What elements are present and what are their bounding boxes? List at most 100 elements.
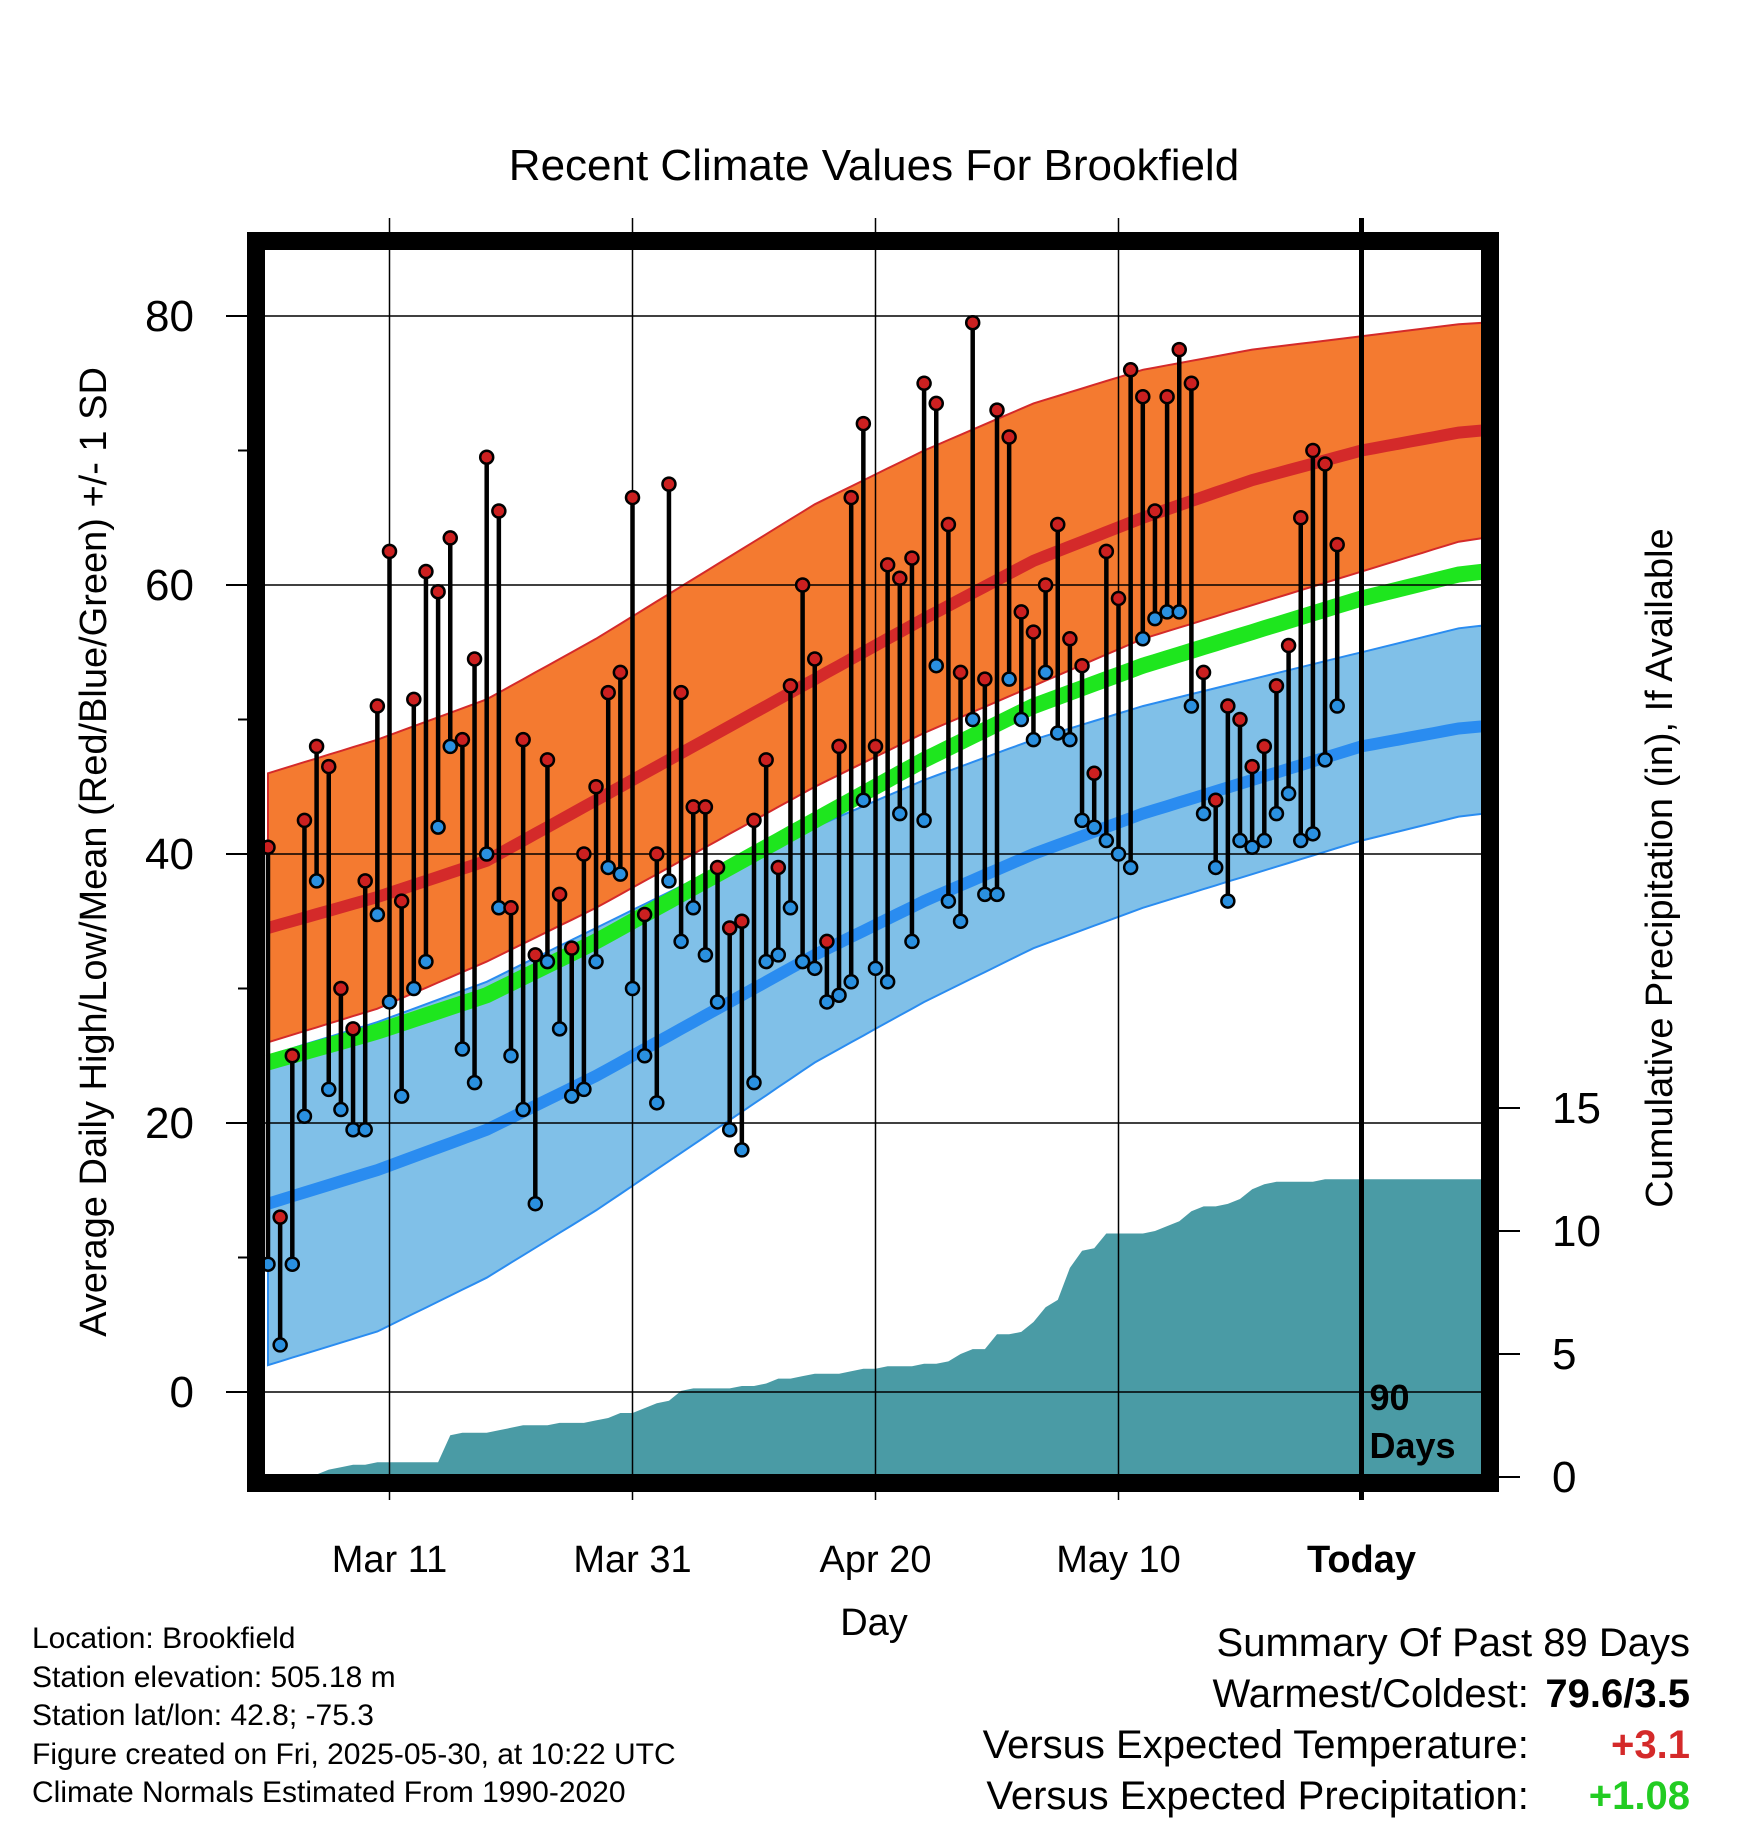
low-point: [430, 819, 446, 835]
low-point: [867, 960, 884, 977]
high-point: [442, 530, 458, 546]
high-point: [1207, 792, 1224, 808]
x-tick-label: Today: [1307, 1539, 1416, 1581]
y2-tick-label: 0: [1552, 1453, 1576, 1502]
high-point: [1050, 516, 1066, 533]
y2-tick-label: 15: [1552, 1084, 1601, 1133]
low-point: [879, 974, 896, 990]
low-point: [892, 805, 908, 822]
normal-low-line: [266, 720, 1485, 1210]
low-point: [612, 866, 629, 882]
low-point: [1280, 785, 1297, 802]
normal-high-line: [266, 424, 1485, 934]
low-point: [1256, 832, 1273, 849]
low-point: [685, 900, 701, 916]
low-point: [527, 1195, 544, 1212]
low-point: [770, 947, 787, 963]
low-point: [576, 1081, 592, 1098]
low-point: [1183, 698, 1200, 714]
low-point: [296, 1108, 313, 1125]
low-point: [734, 1142, 750, 1158]
high-point: [612, 664, 629, 681]
low-point: [551, 1021, 568, 1037]
low-point: [1232, 832, 1248, 849]
high-point: [369, 698, 386, 714]
warmest-label: Warmest/Coldest:: [1212, 1672, 1529, 1716]
high-point: [272, 1209, 288, 1225]
high-point: [539, 752, 556, 768]
x-tick-label: May 10: [1056, 1539, 1181, 1581]
low-point: [272, 1337, 288, 1353]
low-point: [1329, 698, 1345, 714]
high-point: [1171, 341, 1187, 358]
low-point: [381, 994, 398, 1010]
high-point: [1293, 510, 1309, 526]
high-point: [333, 980, 349, 997]
high-point: [636, 906, 653, 923]
low-point: [673, 933, 689, 950]
high-point: [1280, 637, 1297, 654]
high-point: [478, 449, 495, 465]
temp-row: Versus Expected Temperature: +3.1: [983, 1720, 1690, 1771]
low-point: [418, 953, 434, 970]
high-point: [794, 577, 811, 593]
elevation-text: Station elevation: 505.18 m: [32, 1660, 396, 1694]
high-point: [867, 738, 884, 755]
y-tick-label: 0: [170, 1368, 194, 1417]
temp-value: +3.1: [1611, 1723, 1690, 1767]
high-point: [721, 920, 738, 936]
high-point: [588, 779, 604, 795]
high-point: [697, 799, 714, 815]
high-point: [1122, 362, 1139, 378]
high-point: [491, 503, 507, 519]
precip-cumulative-area: [268, 1179, 1484, 1477]
high-point: [1062, 631, 1078, 647]
precip-label: Versus Expected Precipitation:: [986, 1774, 1529, 1818]
high-point: [1256, 738, 1273, 755]
high-point: [551, 886, 568, 903]
high-point: [466, 651, 483, 667]
high-point: [904, 550, 920, 566]
high-point: [709, 859, 726, 876]
low-point: [831, 987, 847, 1003]
daily-range-bars: [260, 314, 1345, 1353]
station-info: Location: Brookfield Station elevation: …: [32, 1620, 676, 1813]
low-point: [600, 859, 616, 876]
low-point: [1122, 859, 1139, 876]
low-point: [746, 1074, 762, 1091]
low-point: [1244, 839, 1260, 856]
low-point: [1171, 604, 1187, 620]
low-point: [928, 657, 944, 674]
high-point: [576, 846, 592, 862]
high-point: [308, 738, 325, 755]
high-point: [892, 570, 908, 587]
precipitation-area: [268, 1179, 1484, 1477]
high-point: [1110, 590, 1127, 607]
low-point: [819, 994, 835, 1010]
y2-tick-label: 10: [1552, 1207, 1601, 1256]
latlon-text: Station lat/lon: 42.8; -75.3: [32, 1699, 374, 1732]
low-point: [369, 906, 386, 923]
high-point: [381, 543, 398, 560]
summary-panel: Summary Of Past 89 Days Warmest/Coldest:…: [983, 1618, 1690, 1822]
high-point: [734, 913, 750, 929]
low-point: [321, 1081, 337, 1098]
low-point: [940, 893, 957, 909]
low-point: [964, 711, 981, 728]
high-point: [1268, 678, 1285, 694]
location-text: Location: Brookfield: [32, 1622, 296, 1655]
high-point: [649, 846, 665, 862]
high-point: [357, 873, 373, 889]
low-point: [1207, 859, 1224, 876]
low-point: [284, 1256, 301, 1272]
chart-title: Recent Climate Values For Brookfield: [509, 141, 1239, 190]
low-point: [1037, 664, 1054, 681]
y-tick-label: 80: [145, 292, 194, 341]
temp-label: Versus Expected Temperature:: [982, 1723, 1529, 1767]
high-point: [855, 415, 872, 432]
x-tick-label: Mar 11: [332, 1539, 447, 1581]
high-point: [624, 489, 641, 506]
high-point: [977, 671, 993, 687]
high-point: [831, 738, 847, 755]
